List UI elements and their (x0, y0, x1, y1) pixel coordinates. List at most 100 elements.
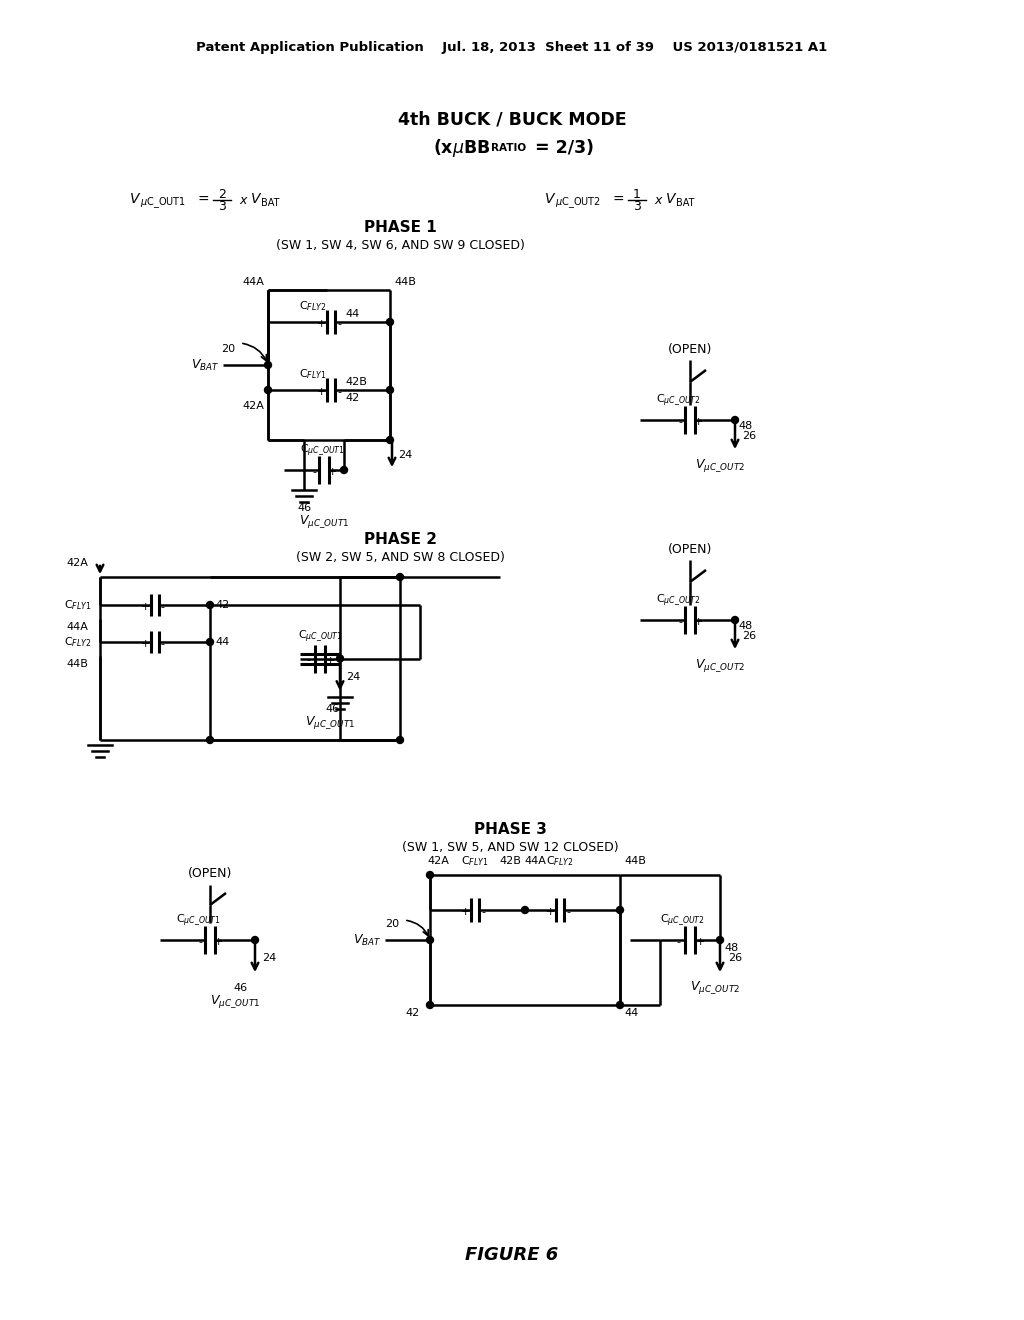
Text: -: - (678, 417, 682, 426)
Text: +: + (461, 907, 470, 917)
Circle shape (386, 437, 393, 444)
Text: C$_{\mu C\_OUT2}$: C$_{\mu C\_OUT2}$ (655, 593, 700, 607)
Text: V$_{\mu C\_OUT1}$: V$_{\mu C\_OUT1}$ (299, 513, 349, 531)
Text: (OPEN): (OPEN) (668, 343, 712, 356)
Text: -: - (676, 937, 680, 946)
Text: V: V (130, 191, 139, 206)
Text: 44: 44 (215, 638, 229, 647)
Text: BAT: BAT (676, 198, 694, 209)
Text: 20: 20 (385, 919, 399, 929)
Circle shape (386, 318, 393, 326)
Text: 44B: 44B (67, 659, 88, 669)
Circle shape (264, 387, 271, 393)
Text: BAT: BAT (261, 198, 280, 209)
Circle shape (427, 871, 433, 879)
Text: +: + (695, 937, 705, 946)
Text: $\mu$C_OUT1: $\mu$C_OUT1 (140, 195, 186, 210)
Text: 42: 42 (215, 601, 229, 610)
Circle shape (427, 936, 433, 944)
Circle shape (731, 417, 738, 424)
Text: V$_{\mu C\_OUT2}$: V$_{\mu C\_OUT2}$ (690, 979, 740, 997)
Circle shape (427, 1002, 433, 1008)
Circle shape (616, 1002, 624, 1008)
Text: V$_{BAT}$: V$_{BAT}$ (191, 358, 220, 372)
Text: x: x (239, 194, 247, 206)
Text: C$_{FLY2}$: C$_{FLY2}$ (299, 300, 327, 313)
Circle shape (337, 655, 343, 663)
Text: PHASE 3: PHASE 3 (473, 822, 547, 837)
Text: 48: 48 (738, 421, 753, 432)
Circle shape (341, 466, 347, 474)
Text: +: + (693, 616, 702, 627)
Text: V: V (666, 191, 676, 206)
Text: +: + (316, 387, 326, 397)
Text: 24: 24 (262, 953, 276, 964)
Text: 44B: 44B (624, 855, 646, 866)
Text: V$_{\mu C\_OUT1}$: V$_{\mu C\_OUT1}$ (305, 714, 355, 731)
Text: 44: 44 (624, 1008, 638, 1018)
Text: -: - (337, 319, 341, 329)
Text: V: V (545, 191, 555, 206)
Text: C$_{\mu C\_OUT1}$: C$_{\mu C\_OUT1}$ (299, 442, 344, 458)
Text: +: + (328, 467, 337, 477)
Text: +: + (693, 417, 702, 426)
Text: V: V (251, 191, 260, 206)
Text: 48: 48 (738, 620, 753, 631)
Text: (OPEN): (OPEN) (668, 544, 712, 557)
Text: C$_{\mu C\_OUT2}$: C$_{\mu C\_OUT2}$ (659, 912, 705, 928)
Circle shape (731, 616, 738, 623)
Text: -: - (306, 656, 310, 665)
Text: FIGURE 6: FIGURE 6 (465, 1246, 559, 1265)
Text: +: + (316, 319, 326, 329)
Text: +: + (326, 656, 335, 665)
Text: 26: 26 (728, 953, 742, 964)
Text: PHASE 2: PHASE 2 (364, 532, 436, 548)
Text: +: + (140, 639, 150, 649)
Circle shape (252, 936, 258, 944)
Text: -: - (160, 639, 164, 649)
Text: V$_{\mu C\_OUT2}$: V$_{\mu C\_OUT2}$ (695, 457, 745, 474)
Text: (SW 2, SW 5, AND SW 8 CLOSED): (SW 2, SW 5, AND SW 8 CLOSED) (296, 552, 505, 565)
Circle shape (396, 737, 403, 743)
Text: (SW 1, SW 5, AND SW 12 CLOSED): (SW 1, SW 5, AND SW 12 CLOSED) (401, 842, 618, 854)
Text: 42: 42 (345, 393, 359, 403)
Text: =: = (198, 193, 209, 207)
Text: C$_{\mu C\_OUT2}$: C$_{\mu C\_OUT2}$ (655, 392, 700, 408)
Text: C$_{FLY2}$: C$_{FLY2}$ (65, 635, 92, 649)
Text: C$_{\mu C\_OUT1}$: C$_{\mu C\_OUT1}$ (175, 912, 220, 928)
Text: 46: 46 (325, 704, 339, 714)
Circle shape (207, 602, 213, 609)
Text: C$_{FLY1}$: C$_{FLY1}$ (461, 854, 488, 869)
Text: 42B: 42B (345, 378, 367, 387)
Text: 42B: 42B (499, 855, 521, 866)
Text: 20: 20 (221, 345, 236, 354)
Text: 44A: 44A (67, 622, 88, 632)
Circle shape (264, 362, 271, 368)
Text: 26: 26 (742, 432, 756, 441)
Text: PHASE 1: PHASE 1 (364, 220, 436, 235)
Text: C$_{FLY1}$: C$_{FLY1}$ (65, 598, 92, 612)
Text: V$_{BAT}$: V$_{BAT}$ (353, 932, 382, 948)
Text: 2: 2 (218, 189, 226, 202)
Text: 44A: 44A (524, 855, 546, 866)
Text: 26: 26 (742, 631, 756, 642)
Circle shape (207, 639, 213, 645)
Text: -: - (312, 467, 316, 477)
Text: +: + (546, 907, 555, 917)
Text: -: - (481, 907, 485, 917)
Text: 44A: 44A (242, 277, 264, 286)
Text: x: x (654, 194, 662, 206)
Text: (x$\mu$BB: (x$\mu$BB (432, 137, 490, 158)
Text: V$_{\mu C\_OUT2}$: V$_{\mu C\_OUT2}$ (695, 656, 745, 673)
Circle shape (717, 936, 724, 944)
Text: (OPEN): (OPEN) (187, 866, 232, 879)
Text: -: - (160, 602, 164, 612)
Text: 42A: 42A (67, 558, 88, 568)
Text: -: - (678, 616, 682, 627)
Circle shape (207, 737, 213, 743)
Text: 1: 1 (633, 189, 641, 202)
Circle shape (386, 387, 393, 393)
Text: =: = (612, 193, 624, 207)
Text: = 2/3): = 2/3) (535, 139, 594, 157)
Circle shape (616, 907, 624, 913)
